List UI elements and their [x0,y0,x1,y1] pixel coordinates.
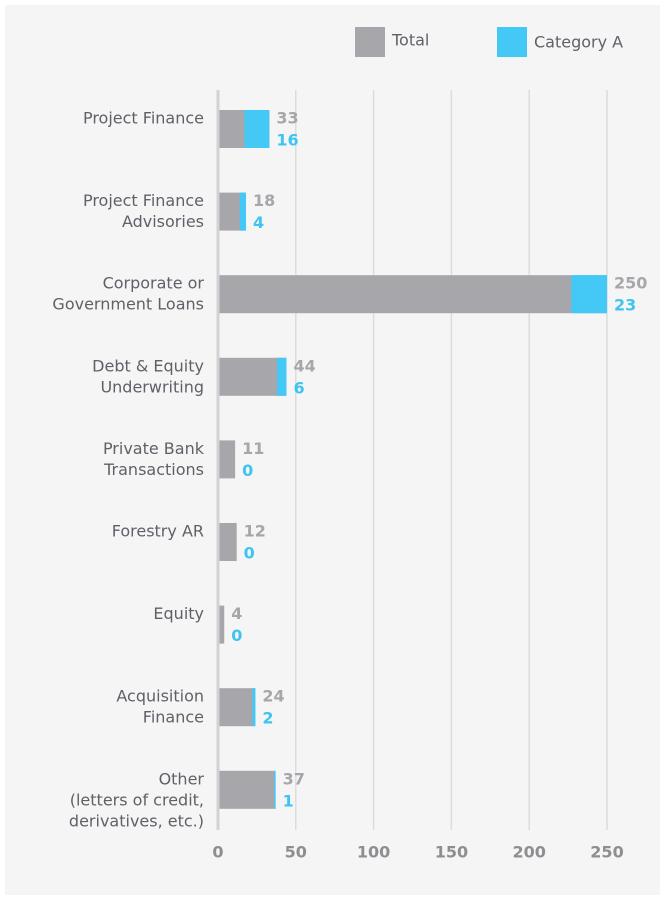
x-tick-label: 150 [435,843,468,862]
value-label-category-a: 4 [253,213,264,232]
value-label-total: 18 [253,191,275,210]
category-label: Transactions [103,460,204,479]
category-label: (letters of credit, [70,790,204,809]
bar-total [218,357,287,396]
bar-total [218,275,607,314]
legend-label: Category A [534,33,623,52]
category-label: Project Finance [83,191,204,210]
value-label-total: 37 [283,769,305,788]
x-tick-label: 250 [590,843,623,862]
category-label: Underwriting [100,377,204,396]
category-label: Equity [153,604,204,623]
bar-total [218,770,276,809]
value-label-category-a: 0 [242,461,253,480]
bar-total [218,605,225,644]
category-label: Finance [143,708,204,727]
x-tick-label: 50 [285,843,307,862]
category-label: Advisories [122,212,204,231]
value-label-category-a: 0 [244,544,255,563]
value-label-total: 250 [614,274,647,293]
value-label-total: 12 [244,522,266,541]
value-label-category-a: 23 [614,296,636,315]
x-tick-label: 200 [512,843,545,862]
category-label: Other [159,769,205,788]
value-label-category-a: 2 [262,709,273,728]
value-label-total: 11 [242,439,264,458]
category-label: Debt & Equity [92,356,204,375]
value-label-category-a: 6 [293,378,304,397]
value-label-category-a: 0 [231,626,242,645]
category-label: Project Finance [83,109,204,128]
category-label: Corporate or [103,274,205,293]
value-label-total: 44 [293,356,315,375]
bar-total [218,523,237,561]
category-label: Forestry AR [112,522,204,541]
legend-label: Total [391,31,429,50]
x-tick-label: 100 [357,843,390,862]
value-label-total: 24 [262,687,284,706]
legend-swatch [497,27,527,57]
category-label: derivatives, etc.) [69,811,204,830]
value-label-total: 33 [276,109,298,128]
bar-category-a [244,110,270,148]
bar-category-a [252,688,256,727]
legend-swatch [355,27,385,57]
chart-background [5,5,660,895]
value-label-category-a: 16 [276,131,298,150]
category-label: Private Bank [103,439,205,458]
bar-category-a [274,770,276,809]
category-label: Acquisition [116,687,204,706]
bar-total [218,440,236,479]
bar-total [218,688,256,727]
value-label-total: 4 [231,604,242,623]
category-label: Government Loans [52,295,204,314]
bar-category-a [277,357,287,396]
x-tick-label: 0 [212,843,223,862]
value-label-category-a: 1 [283,791,294,810]
bar-category-a [571,275,607,314]
bar-category-a [239,192,247,231]
